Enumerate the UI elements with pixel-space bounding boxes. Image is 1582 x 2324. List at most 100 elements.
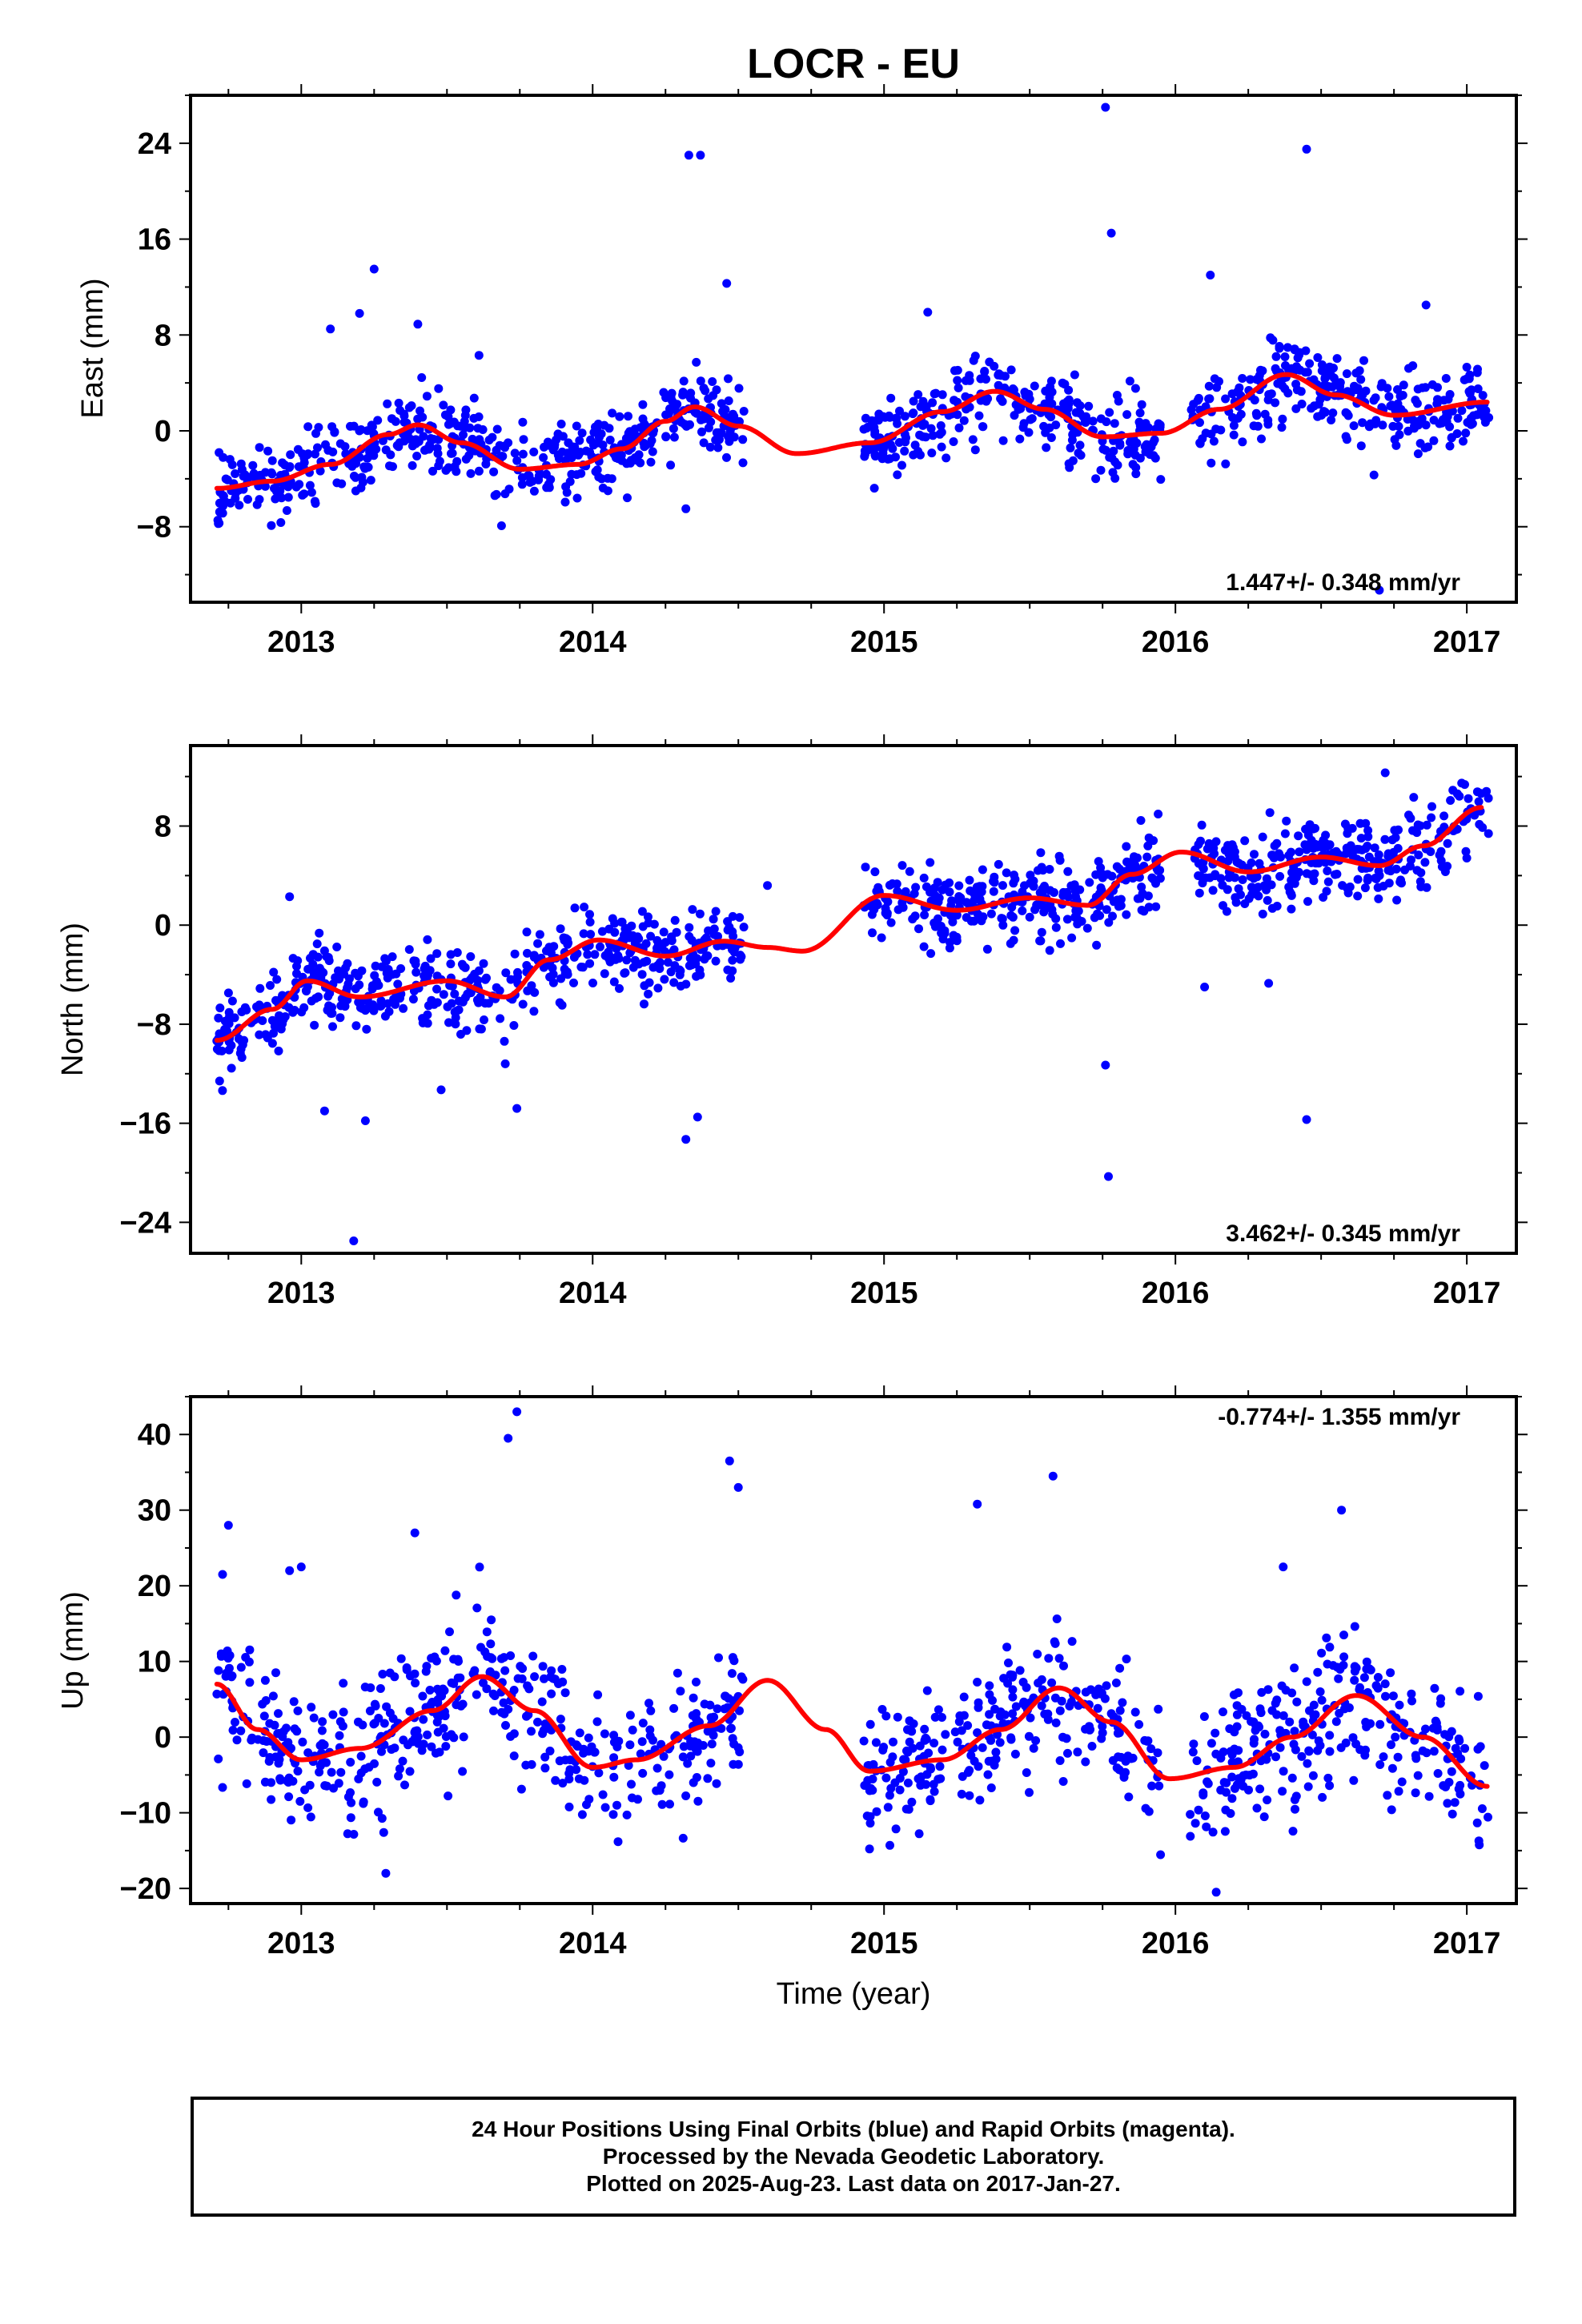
up-data-point <box>982 1720 991 1730</box>
east-data-point <box>295 480 304 489</box>
up-data-point <box>613 1837 623 1847</box>
up-data-point <box>1303 1782 1313 1791</box>
north-data-point <box>427 995 436 1005</box>
east-data-point <box>1042 443 1051 452</box>
east-data-point <box>519 435 528 444</box>
north-data-point <box>994 859 1003 869</box>
north-data-point <box>1400 865 1410 875</box>
north-data-point <box>263 1033 272 1043</box>
up-data-point <box>440 1646 450 1655</box>
up-data-point <box>1115 1706 1125 1715</box>
east-data-point <box>586 435 596 444</box>
east-data-point <box>441 465 451 475</box>
east-data-point <box>1445 441 1455 451</box>
east-data-point <box>861 449 869 459</box>
east-data-point <box>892 413 901 423</box>
north-data-point <box>630 955 640 965</box>
east-data-point <box>1046 412 1056 422</box>
up-data-point <box>693 1747 702 1756</box>
north-data-point <box>529 1007 539 1016</box>
north-data-point <box>1033 866 1042 875</box>
north-data-point <box>242 1005 251 1015</box>
east-data-point <box>1064 385 1074 395</box>
east-data-point <box>1040 399 1050 408</box>
east-data-point <box>1068 456 1078 465</box>
east-data-point <box>615 412 624 421</box>
north-data-point <box>1136 816 1146 825</box>
east-data-point <box>293 444 303 454</box>
up-data-point <box>881 1773 891 1783</box>
east-data-point <box>623 493 632 503</box>
east-data-point <box>738 458 748 468</box>
east-data-point <box>607 474 616 484</box>
up-data-point <box>405 1767 415 1776</box>
up-data-point <box>1057 1696 1066 1706</box>
north-data-point <box>1201 873 1211 883</box>
north-data-point <box>1414 850 1423 860</box>
north-data-point <box>1347 849 1357 858</box>
east-data-point <box>909 408 918 418</box>
east-data-point <box>1293 364 1303 373</box>
north-data-point <box>644 989 653 999</box>
up-data-point <box>236 1726 246 1735</box>
up-rate-label: -0.774+/- 1.355 mm/yr <box>1218 1404 1460 1430</box>
up-data-point <box>914 1829 924 1839</box>
north-data-point <box>1262 874 1271 883</box>
east-data-point <box>1349 421 1359 431</box>
up-data-point <box>500 1709 509 1719</box>
north-data-point <box>1391 864 1401 874</box>
up-data-point <box>1317 1695 1327 1705</box>
east-data-point <box>392 440 402 450</box>
east-data-point <box>1376 382 1386 392</box>
north-data-point <box>597 927 607 936</box>
north-data-point <box>973 910 982 919</box>
north-data-point <box>1122 842 1131 851</box>
north-data-point <box>739 923 749 932</box>
up-data-point <box>1366 1665 1375 1675</box>
north-data-point <box>590 950 600 959</box>
east-data-point <box>1447 432 1456 442</box>
up-data-point <box>1383 1791 1392 1800</box>
north-outlier-point <box>693 1112 702 1122</box>
east-data-point <box>518 417 528 427</box>
north-data-point <box>523 986 532 995</box>
east-data-point <box>1439 396 1449 405</box>
east-data-point <box>517 480 527 489</box>
north-data-point <box>1039 907 1049 917</box>
north-data-point <box>1036 936 1046 946</box>
east-data-point <box>1478 391 1488 400</box>
east-data-point <box>221 474 231 484</box>
north-data-point <box>919 942 929 951</box>
east-data-point <box>920 420 930 429</box>
east-data-point <box>356 483 366 493</box>
north-data-point <box>1073 914 1082 923</box>
up-data-point <box>728 1734 737 1743</box>
up-data-point <box>627 1779 636 1789</box>
east-data-point <box>542 483 552 493</box>
up-data-point <box>1325 1781 1335 1791</box>
east-data-point <box>404 403 414 412</box>
north-data-point <box>1393 843 1403 853</box>
up-outlier-point <box>725 1456 734 1466</box>
east-data-point <box>1290 344 1299 354</box>
north-data-point <box>893 887 902 896</box>
north-data-point <box>929 887 938 896</box>
east-data-point <box>529 447 539 456</box>
up-data-point <box>245 1645 255 1655</box>
north-data-point <box>600 969 609 979</box>
east-data-point <box>1081 418 1090 427</box>
north-data-point <box>1363 826 1373 835</box>
north-data-point <box>1091 870 1101 879</box>
east-data-point <box>953 376 962 385</box>
east-ytick-label: 24 <box>138 127 171 161</box>
up-data-point <box>1123 1751 1133 1761</box>
east-data-point <box>1266 333 1275 343</box>
up-xtick-label: 2013 <box>267 1927 335 1960</box>
east-data-point <box>1313 353 1323 362</box>
up-data-point <box>584 1733 593 1743</box>
east-data-point <box>950 396 959 405</box>
east-data-point <box>1030 381 1039 391</box>
east-data-point <box>1046 382 1055 392</box>
up-data-point <box>1043 1715 1053 1724</box>
up-data-point <box>885 1758 895 1767</box>
